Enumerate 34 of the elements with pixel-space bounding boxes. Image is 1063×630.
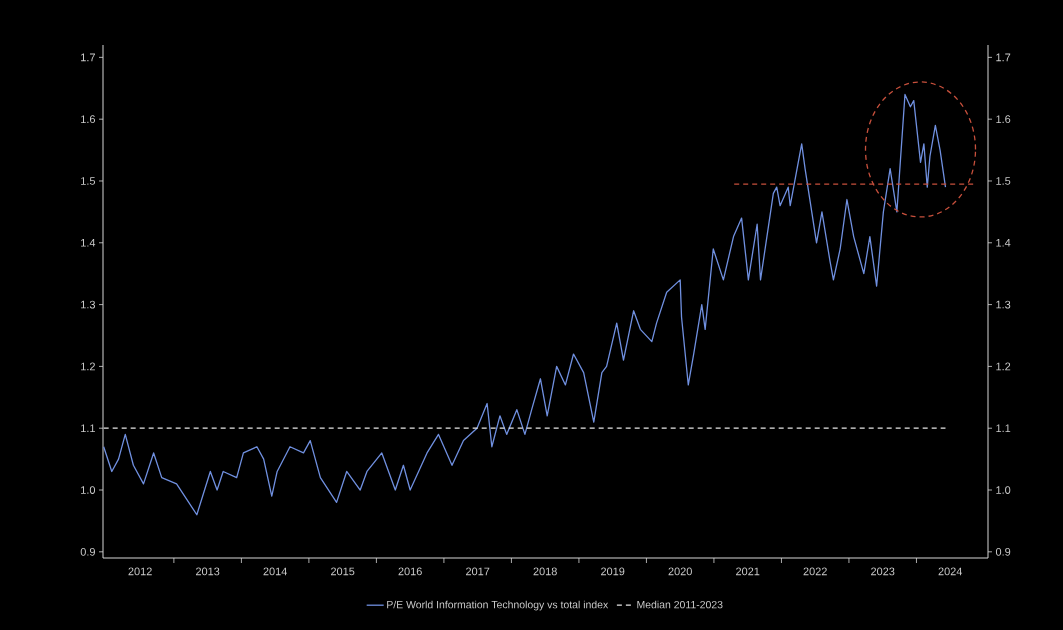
- y-tick-label: 1.6: [81, 115, 96, 124]
- x-tick-label: 2017: [466, 567, 490, 576]
- x-tick-label: 2023: [871, 567, 895, 576]
- y2-tick-label: 0.9: [995, 547, 1011, 556]
- y2-tick-label: 1.3: [996, 300, 1011, 309]
- x-tick-label: 2013: [195, 567, 220, 576]
- x-tick-label: 2024: [938, 567, 963, 576]
- legend-label: Median 2011-2023: [637, 600, 723, 609]
- x-tick-label: 2020: [668, 567, 692, 576]
- x-tick-label: 2022: [803, 567, 827, 576]
- line-series: [103, 93, 947, 516]
- y2-tick-label: 1.7: [996, 53, 1011, 62]
- y-tick-label: 1.7: [81, 53, 95, 62]
- legend-label: P/E World Information Technology vs total index: [387, 600, 609, 611]
- y-tick-label: 0.9: [80, 547, 95, 556]
- y-tick-label: 1.2: [81, 362, 95, 371]
- x-tick-label: 2018: [533, 567, 557, 576]
- x-tick-label: 2012: [128, 567, 152, 576]
- x-tick-label: 2014: [263, 567, 287, 576]
- y2-tick-label: 1.1: [996, 424, 1011, 432]
- x-tick-label: 2021: [736, 567, 760, 576]
- y-tick-label: 1.0: [81, 486, 96, 494]
- x-tick-label: 2016: [398, 567, 422, 576]
- y-tick-label: 1.5: [81, 177, 96, 185]
- x-tick-label: 2015: [331, 567, 355, 576]
- y2-tick-label: 1.6: [996, 115, 1011, 124]
- y-tick-label: 1.3: [81, 300, 96, 309]
- y2-tick-label: 1.2: [996, 362, 1011, 371]
- y2-tick-label: 1.0: [996, 486, 1011, 494]
- y-tick-label: 1.1: [81, 424, 95, 432]
- y-tick-label: 1.4: [81, 239, 96, 247]
- x-tick-label: 2019: [601, 567, 625, 576]
- y2-tick-label: 1.4: [996, 239, 1011, 247]
- y2-tick-label: 1.5: [996, 177, 1011, 185]
